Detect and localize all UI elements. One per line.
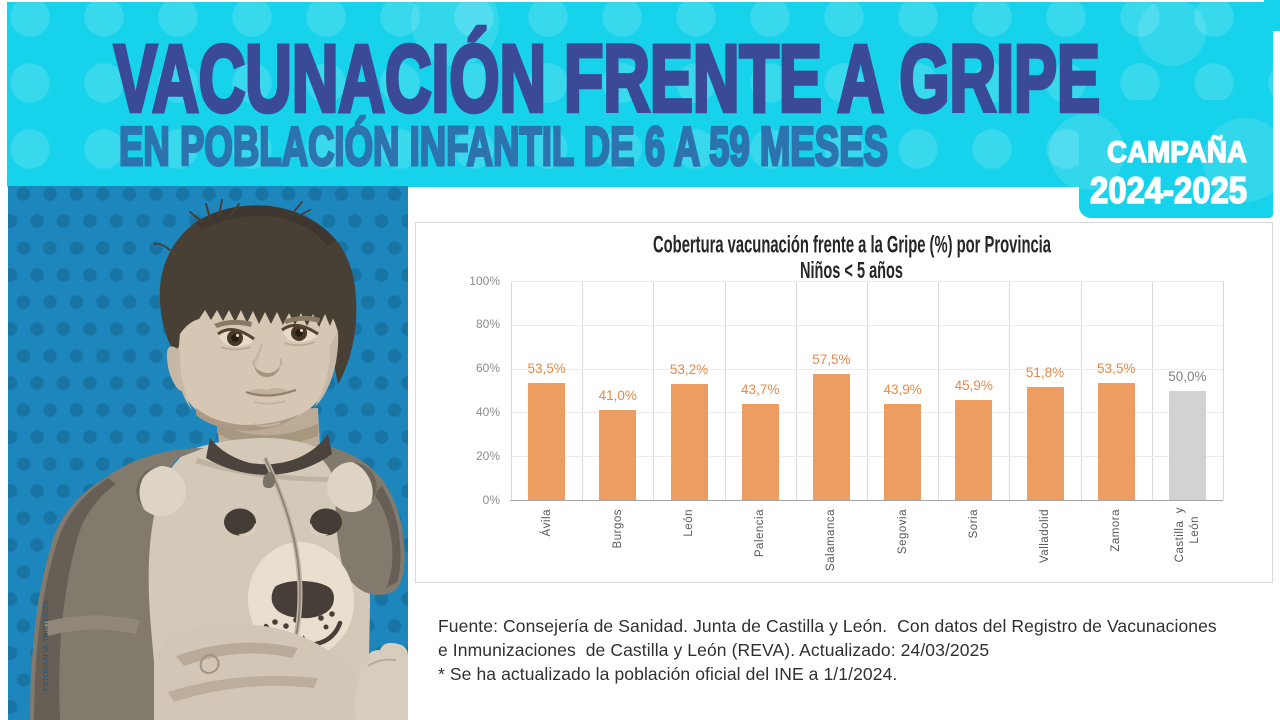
svg-text:2024-2025: 2024-2025 [1090,170,1247,211]
svg-text:Cobertura vacunación frente a: Cobertura vacunación frente a la Gripe (… [653,232,1051,259]
svg-text:CAMPAÑA: CAMPAÑA [1107,135,1247,169]
svg-text:EN POBLACIÓN INFANTIL DE 6 A 5: EN POBLACIÓN INFANTIL DE 6 A 59 MESES [119,115,888,177]
svg-text:Niños < 5 años: Niños < 5 años [800,257,903,283]
svg-text:VACUNACIÓN FRENTE A GRIPE: VACUNACIÓN FRENTE A GRIPE [114,26,1100,132]
svg-text:FOTOGRAFÍA: TRISTEKIDS: FOTOGRAFÍA: TRISTEKIDS [41,600,50,691]
